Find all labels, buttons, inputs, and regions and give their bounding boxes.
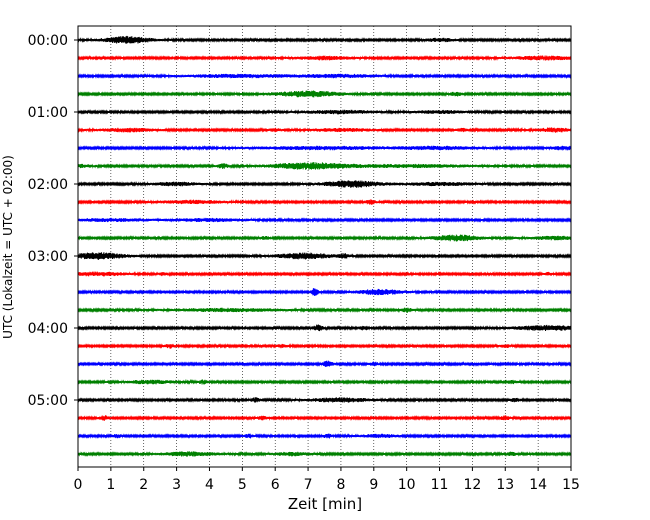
trace-0230 xyxy=(77,217,572,223)
x-tick-label-3: 3 xyxy=(172,477,181,493)
trace-0215 xyxy=(77,199,572,205)
y-tick-label-0: 00:00 xyxy=(28,33,68,49)
trace-0045 xyxy=(77,90,572,98)
x-tick-label-5: 5 xyxy=(238,477,247,493)
trace-0245 xyxy=(77,234,572,242)
x-tick-label-0: 0 xyxy=(74,477,83,493)
trace-0115 xyxy=(77,127,572,133)
y-tick-label-4: 04:00 xyxy=(28,321,68,337)
x-tick-label-2: 2 xyxy=(139,477,148,493)
x-tick-label-1: 1 xyxy=(106,477,115,493)
x-tick-label-4: 4 xyxy=(205,477,214,493)
trace-0430 xyxy=(77,360,572,367)
y-tick-label-3: 03:00 xyxy=(28,249,68,265)
x-tick-label-15: 15 xyxy=(562,477,580,493)
x-tick-label-8: 8 xyxy=(336,477,345,493)
trace-0515 xyxy=(77,415,572,421)
x-tick-label-13: 13 xyxy=(496,477,514,493)
y-tick-label-5: 05:00 xyxy=(28,393,68,409)
seismic-traces xyxy=(77,35,572,457)
x-tick-label-6: 6 xyxy=(271,477,280,493)
x-tick-label-10: 10 xyxy=(398,477,416,493)
x-axis-label: Zeit [min] xyxy=(288,495,362,513)
trace-0130 xyxy=(77,145,572,151)
trace-0015 xyxy=(77,55,572,62)
trace-0545 xyxy=(77,451,572,457)
x-axis: 0 1 2 3 4 5 6 7 8 9 10 11 12 13 14 15 xyxy=(74,467,580,493)
y-tick-label-1: 01:00 xyxy=(28,105,68,121)
x-tick-label-11: 11 xyxy=(431,477,449,493)
trace-0345 xyxy=(77,307,572,314)
y-axis-label: UTC (Lokalzeit = UTC + 02:00) xyxy=(1,155,15,339)
trace-0300 xyxy=(77,252,572,260)
trace-0400 xyxy=(77,324,572,332)
y-tick-label-2: 02:00 xyxy=(28,177,68,193)
trace-0000 xyxy=(77,35,572,44)
trace-0100 xyxy=(77,109,572,115)
trace-0415 xyxy=(77,343,572,349)
trace-0500 xyxy=(77,397,572,403)
trace-0030 xyxy=(77,73,572,79)
trace-0145 xyxy=(77,162,572,170)
trace-0445 xyxy=(77,379,572,385)
trace-0200 xyxy=(77,180,572,188)
x-tick-label-12: 12 xyxy=(463,477,481,493)
trace-0315 xyxy=(77,271,572,277)
y-axis: 00:00 01:00 02:00 03:00 04:00 05:00 xyxy=(28,33,78,409)
x-tick-label-7: 7 xyxy=(304,477,313,493)
x-tick-label-9: 9 xyxy=(369,477,378,493)
x-tick-label-14: 14 xyxy=(529,477,547,493)
trace-0530 xyxy=(77,433,572,439)
plot-frame xyxy=(77,25,572,468)
trace-0330 xyxy=(77,288,572,297)
